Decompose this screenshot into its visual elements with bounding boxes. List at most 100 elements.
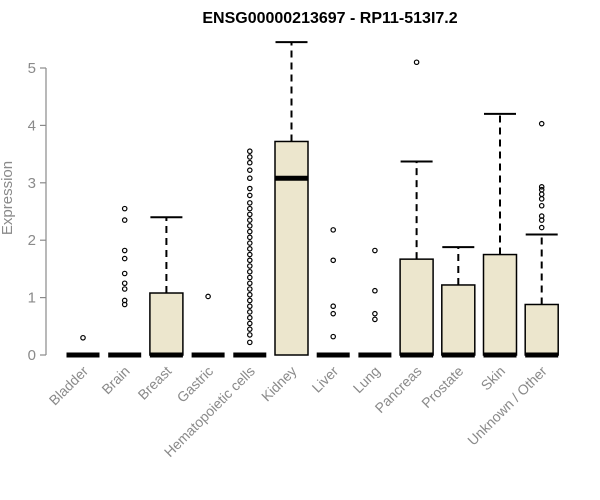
outlier-point	[247, 339, 253, 346]
box-series	[66, 41, 559, 358]
outlier-point	[247, 257, 253, 264]
outlier-point	[247, 159, 253, 166]
outlier-point	[121, 286, 128, 292]
outlier-point	[538, 186, 545, 193]
outlier-point	[330, 333, 337, 340]
outlier-point	[247, 211, 253, 218]
outlier-point	[121, 280, 128, 287]
outlier-point	[247, 223, 253, 229]
iqr-box	[441, 284, 476, 356]
outlier-point	[247, 234, 253, 241]
outlier-point	[247, 192, 253, 199]
outlier-point	[330, 227, 337, 233]
x-tick-label: Brain	[98, 363, 132, 397]
box-group	[108, 205, 142, 358]
outlier-point	[538, 120, 545, 127]
iqr-box	[399, 258, 434, 356]
outlier-point	[538, 191, 545, 198]
box-group	[191, 293, 225, 358]
outlier-point	[538, 213, 545, 219]
y-tick-label: 4	[28, 117, 36, 134]
outlier-point	[247, 148, 253, 155]
outlier-point	[121, 247, 128, 254]
outlier-point	[372, 247, 378, 254]
outlier-point	[247, 291, 253, 298]
outlier-point	[247, 175, 253, 182]
outlier-point	[538, 196, 545, 202]
x-tick-label: Lung	[350, 363, 383, 396]
outlier-point	[538, 184, 545, 190]
box-group	[524, 120, 559, 358]
iqr-box	[149, 292, 184, 356]
outlier-point	[413, 59, 420, 66]
box-group	[399, 59, 434, 358]
outlier-point	[247, 240, 253, 246]
x-tick-label: Kidney	[258, 363, 300, 405]
outlier-point	[247, 320, 253, 327]
outlier-point	[247, 286, 253, 292]
iqr-box	[482, 253, 518, 356]
y-axis-label: Expression	[0, 161, 16, 235]
outlier-point	[247, 167, 253, 173]
x-tick-label: Unknown / Other	[464, 363, 550, 449]
outlier-point	[247, 268, 253, 275]
y-tick-label: 3	[28, 175, 36, 192]
outlier-point	[121, 255, 128, 262]
outlier-point	[247, 246, 253, 252]
chart-title: ENSG00000213697 - RP11-513I7.2	[202, 10, 457, 27]
outlier-point	[247, 251, 253, 258]
y-tick-label: 0	[28, 347, 36, 364]
outlier-point	[247, 297, 253, 304]
box-group	[358, 247, 392, 358]
outlier-point	[372, 310, 378, 317]
y-tick-label: 5	[28, 60, 36, 77]
outlier-point	[247, 263, 253, 269]
outlier-point	[80, 334, 86, 341]
box-group	[482, 112, 518, 358]
box-group	[316, 227, 350, 358]
x-tick-label: Prostate	[418, 363, 466, 411]
outlier-point	[121, 297, 128, 304]
outlier-point	[538, 202, 545, 209]
outlier-point	[330, 310, 337, 317]
outlier-point	[247, 332, 253, 338]
x-tick-label: Skin	[478, 363, 509, 394]
outlier-point	[247, 217, 253, 223]
box-group	[149, 216, 184, 358]
outlier-point	[372, 316, 378, 323]
iqr-box	[274, 140, 309, 356]
iqr-box	[524, 303, 559, 356]
outlier-point	[247, 228, 253, 235]
box-group	[441, 246, 476, 358]
outlier-point	[247, 303, 253, 310]
outlier-point	[330, 257, 337, 264]
outlier-point	[121, 217, 128, 223]
y-tick-label: 1	[28, 290, 36, 307]
outlier-point	[247, 200, 253, 206]
outlier-point	[330, 303, 337, 310]
outlier-point	[247, 309, 253, 315]
outlier-point	[538, 224, 545, 231]
outlier-point	[247, 280, 253, 287]
outlier-point	[205, 293, 211, 300]
outlier-point	[247, 274, 253, 281]
outlier-point	[247, 314, 253, 321]
x-tick-label: Liver	[309, 363, 342, 396]
outlier-point	[247, 185, 253, 192]
outlier-point	[121, 270, 128, 277]
box-group	[274, 41, 309, 356]
outlier-point	[247, 326, 253, 332]
x-tick-label: Breast	[135, 363, 175, 403]
y-axis: 0 1 2 3 4 5	[28, 60, 47, 364]
outlier-point	[247, 205, 253, 212]
outlier-point	[247, 154, 253, 160]
outlier-point	[372, 287, 378, 294]
box-group	[66, 334, 100, 358]
y-tick-label: 2	[28, 232, 36, 249]
box-group	[233, 148, 267, 358]
outlier-point	[121, 205, 128, 212]
x-tick-label: Bladder	[46, 363, 92, 409]
